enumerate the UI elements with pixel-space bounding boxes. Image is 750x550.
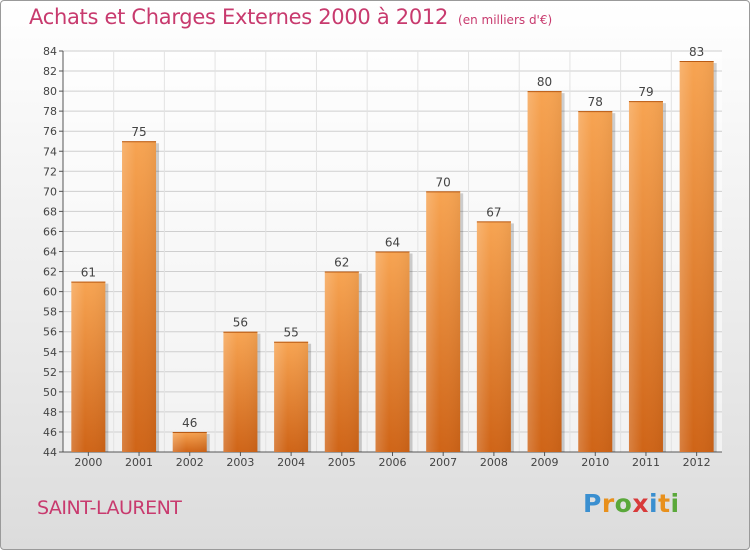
y-tick-label: 56	[43, 326, 57, 339]
bar-value-label: 70	[436, 175, 451, 189]
bar-highlight	[578, 111, 613, 453]
x-tick-label: 2003	[226, 456, 254, 469]
y-tick-label: 44	[43, 446, 57, 459]
x-tick-label: 2009	[531, 456, 559, 469]
bar-value-label: 78	[588, 95, 603, 109]
bar-layer: 61 75 46 56 55 62 64 70 67 80 78 79 83	[71, 45, 717, 453]
logo-letter: x	[632, 489, 649, 518]
x-tick-label: 2001	[125, 456, 153, 469]
x-tick-label: 2002	[176, 456, 204, 469]
y-tick-label: 58	[43, 306, 57, 319]
chart-title: Achats et Charges Externes 2000 à 2012 (e…	[29, 5, 552, 29]
bar-value-label: 79	[638, 85, 653, 99]
x-tick-label: 2012	[683, 456, 711, 469]
logo-letter: P	[583, 489, 602, 518]
bar-highlight	[324, 271, 359, 452]
y-tick-label: 70	[43, 185, 57, 198]
x-tick-label: 2008	[480, 456, 508, 469]
logo-letter: i	[670, 489, 680, 518]
bar-highlight	[476, 221, 511, 452]
bar-value-label: 64	[385, 236, 400, 250]
y-tick-label: 78	[43, 105, 57, 118]
y-tick-label: 72	[43, 165, 57, 178]
y-tick-label: 60	[43, 286, 57, 299]
bar-value-label: 75	[131, 125, 146, 139]
bar-value-label: 56	[233, 316, 248, 330]
bar-highlight	[375, 251, 410, 452]
y-tick-label: 52	[43, 366, 57, 379]
bar-value-label: 62	[334, 256, 349, 270]
y-tick-label: 48	[43, 406, 57, 419]
title-unit: (en milliers d'€)	[458, 13, 553, 27]
title-text: Achats et Charges Externes 2000 à 2012	[29, 5, 449, 29]
x-tick-label: 2006	[379, 456, 407, 469]
y-tick-label: 74	[43, 145, 57, 158]
y-tick-label: 68	[43, 205, 57, 218]
y-tick-label: 80	[43, 85, 57, 98]
y-tick-label: 64	[43, 246, 57, 259]
bar-highlight	[274, 341, 309, 452]
bar-highlight	[679, 61, 714, 453]
bar-value-label: 55	[283, 326, 298, 340]
y-tick-label: 46	[43, 426, 57, 439]
bar-value-label: 80	[537, 75, 552, 89]
bar-value-label: 61	[81, 266, 96, 280]
logo-letter: o	[614, 489, 633, 518]
x-tick-label: 2007	[429, 456, 457, 469]
place-name: SAINT-LAURENT	[37, 497, 182, 519]
bar-highlight	[426, 191, 461, 452]
logo-letter: r	[601, 489, 615, 518]
x-tick-label: 2004	[277, 456, 305, 469]
x-tick-label: 2011	[632, 456, 660, 469]
bar-highlight	[172, 431, 207, 452]
y-tick-label: 50	[43, 386, 57, 399]
y-tick-label: 76	[43, 125, 57, 138]
bar-highlight	[223, 331, 258, 452]
y-tick-label: 66	[43, 225, 57, 238]
x-tick-label: 2010	[581, 456, 609, 469]
logo-letter: i	[649, 489, 659, 518]
bar-highlight	[71, 281, 106, 452]
bar-value-label: 46	[182, 416, 197, 430]
y-tick-label: 62	[43, 266, 57, 279]
x-tick-label: 2005	[328, 456, 356, 469]
bar-highlight	[527, 91, 562, 452]
bar-highlight	[628, 101, 663, 452]
y-tick-label: 84	[43, 45, 57, 58]
x-tick-label: 2000	[74, 456, 102, 469]
bar-highlight	[122, 141, 157, 452]
y-tick-label: 82	[43, 65, 57, 78]
bar-value-label: 67	[486, 205, 501, 219]
y-tick-label: 54	[43, 346, 57, 359]
bar-value-label: 83	[689, 45, 704, 59]
logo-letter: t	[658, 489, 671, 518]
proxiti-logo[interactable]: Proxiti	[583, 489, 680, 518]
